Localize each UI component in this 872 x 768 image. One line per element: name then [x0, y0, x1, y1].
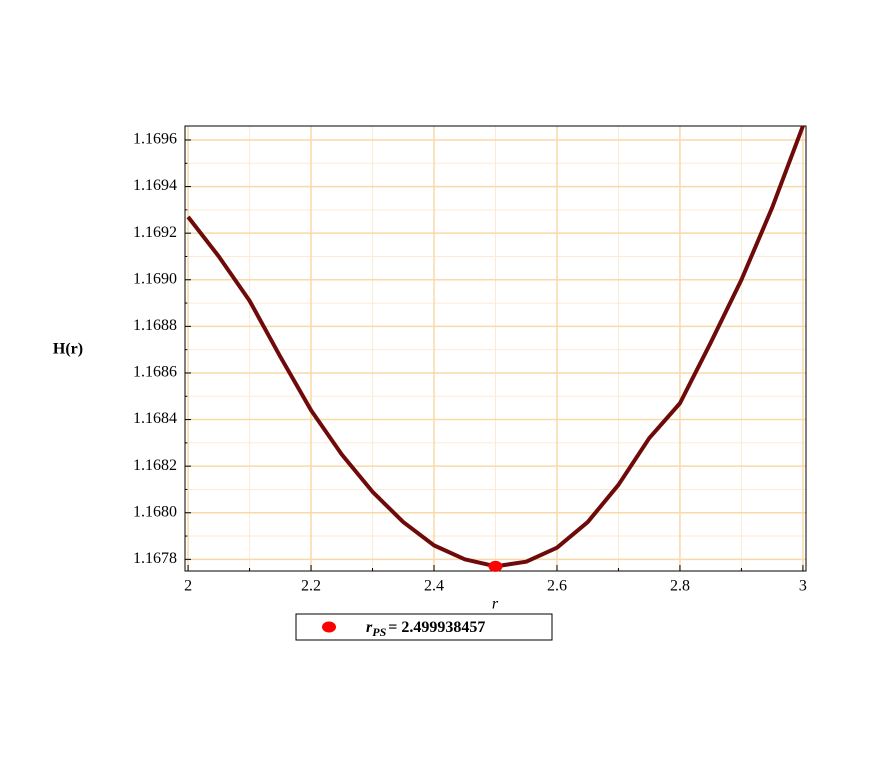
y-tick-label: 1.1682 [133, 457, 177, 474]
x-tick-label: 2.2 [301, 578, 321, 595]
y-tick-label: 1.1678 [133, 550, 177, 567]
y-tick-label: 1.1692 [133, 224, 177, 241]
y-tick-label: 1.1690 [133, 270, 177, 287]
legend-box [295, 613, 553, 641]
x-tick-label: 2.6 [547, 578, 567, 595]
x-tick-label: 2.8 [670, 578, 690, 595]
legend-value: = 2.499938457 [388, 619, 485, 636]
y-tick-label: 1.1684 [133, 410, 177, 427]
point [488, 560, 503, 572]
legend-name: r [366, 619, 373, 636]
y-tick-label: 1.1688 [133, 317, 177, 334]
y-tick-label: 1.1696 [133, 131, 177, 148]
legend-marker [322, 621, 336, 633]
legend-label: rPS = 2.499938457 [366, 619, 485, 639]
y-tick-label: 1.1680 [133, 503, 177, 520]
y-tick-label: 1.1686 [133, 364, 177, 381]
legend-subscript: PS [372, 625, 386, 639]
x-tick-label: 2 [184, 578, 192, 595]
y-axis-label: H(r) [53, 341, 83, 358]
x-axis-label: r [492, 596, 499, 613]
x-tick-label: 2.4 [424, 578, 444, 595]
x-tick-label: 3 [799, 578, 807, 595]
y-tick-label: 1.1694 [133, 177, 177, 194]
